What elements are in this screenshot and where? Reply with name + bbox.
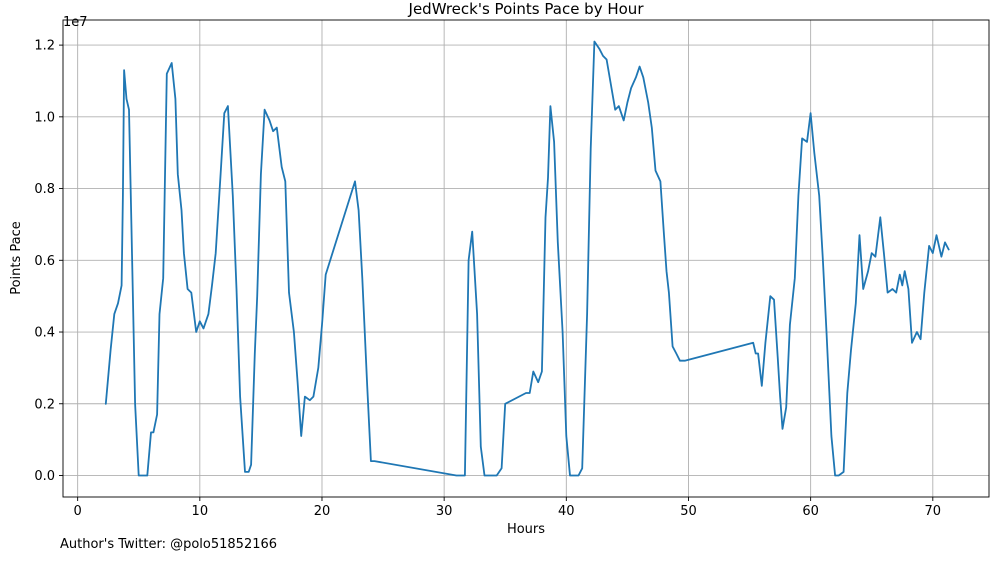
- y-tick-label: 0.8: [34, 182, 55, 197]
- x-tick-label: 30: [436, 504, 453, 519]
- plot-frame: [62, 19, 990, 498]
- chart-title: JedWreck's Points Pace by Hour: [408, 0, 645, 18]
- grid: [63, 20, 989, 497]
- x-axis-label: Hours: [507, 522, 545, 537]
- x-tick-label: 40: [558, 504, 575, 519]
- x-tick-label: 60: [802, 504, 819, 519]
- x-tick-label: 50: [680, 504, 697, 519]
- author-credit: Author's Twitter: @polo51852166: [60, 537, 278, 552]
- y-tick-label: 1.2: [34, 39, 55, 54]
- y-tick-label: 0.4: [34, 326, 55, 341]
- y-tick-label: 0.6: [34, 254, 55, 269]
- x-tick-label: 70: [925, 504, 942, 519]
- x-tick-label: 20: [314, 504, 331, 519]
- y-axis-label: Points Pace: [9, 221, 24, 295]
- y-tick-label: 1.0: [34, 110, 55, 125]
- y-tick-label: 0.2: [34, 397, 55, 412]
- x-tick-label: 0: [74, 504, 82, 519]
- y-tick-label: 0.0: [34, 469, 55, 484]
- series-line: [104, 40, 950, 477]
- series-layer: [104, 40, 950, 477]
- y-offset-label: 1e7: [63, 15, 88, 30]
- axis-ticks: 0 10 20 30 40 50 60 70 0.0 0.2 0.4 0.6 0.8 1.0 1.2: [34, 39, 941, 519]
- x-tick-label: 10: [192, 504, 209, 519]
